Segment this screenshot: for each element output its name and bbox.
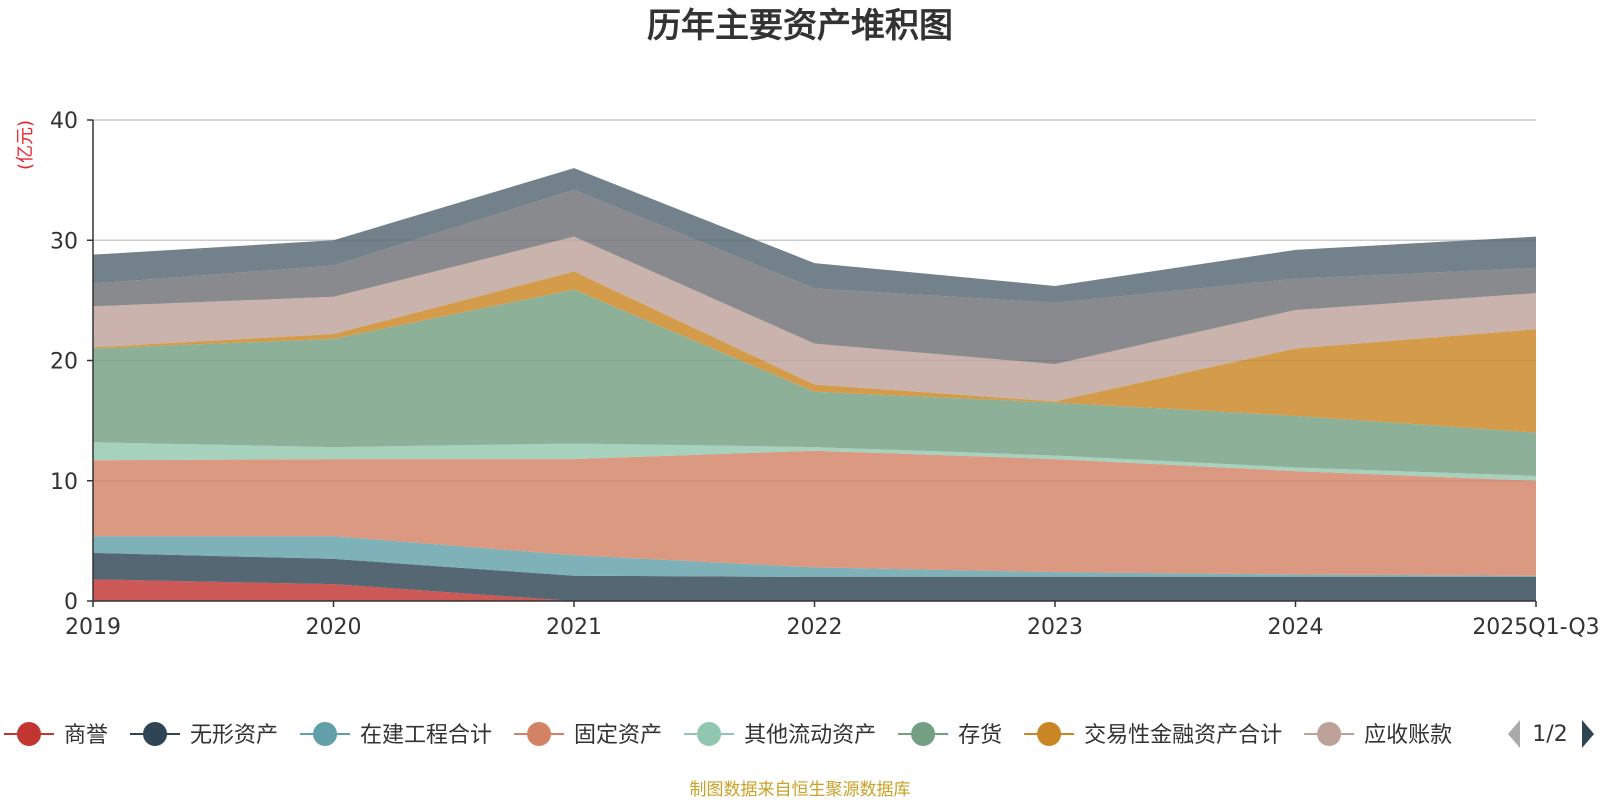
legend-item[interactable]: 无形资产 [130, 722, 278, 748]
legend-label: 应收账款 [1364, 723, 1452, 748]
area-应收账款[interactable] [93, 236, 1536, 402]
x-tick-label: 2020 [306, 615, 362, 640]
legend-circle-icon [1037, 722, 1062, 746]
area-存货[interactable] [93, 289, 1536, 476]
legend-circle-icon [17, 722, 41, 746]
legend-circle-icon [1317, 722, 1342, 746]
legend-prev-page-icon[interactable] [1508, 720, 1520, 748]
legend-circle-icon [143, 722, 168, 746]
legend-label: 在建工程合计 [360, 723, 492, 748]
legend-item[interactable]: 交易性金融资产合计 [1024, 722, 1282, 748]
data-source-note: 制图数据来自恒生聚源数据库 [690, 780, 911, 800]
legend-label: 商誉 [64, 723, 108, 748]
legend-item[interactable]: 商誉 [4, 722, 108, 748]
area-其他流动资产[interactable] [93, 442, 1536, 481]
legend-page-indicator: 1/2 [1532, 722, 1567, 747]
legend-item[interactable]: 固定资产 [514, 722, 662, 748]
y-axis-unit-label: (亿元) [15, 120, 36, 170]
legend-circle-icon [313, 722, 338, 746]
legend-item[interactable]: 其他流动资产 [684, 722, 876, 748]
area-固定资产[interactable] [93, 450, 1536, 576]
y-tick-label: 30 [50, 229, 78, 254]
x-tick-label: 2022 [787, 615, 843, 640]
y-tick-label: 0 [64, 590, 78, 615]
chart-title: 历年主要资产堆积图 [647, 6, 953, 46]
x-tick-label: 2024 [1268, 615, 1324, 640]
y-tick-label: 20 [50, 350, 78, 375]
legend-next-page-icon[interactable] [1582, 720, 1594, 748]
x-tick-label: 2019 [65, 615, 121, 640]
legend-circle-icon [527, 722, 552, 746]
legend-pager: 1/2 [1508, 720, 1594, 748]
legend-label: 固定资产 [574, 723, 662, 748]
area-其他[interactable] [93, 189, 1536, 365]
area-series-group [93, 168, 1536, 601]
legend-label: 其他流动资产 [744, 723, 876, 748]
axes: 0 10 20 30 40 2019 2020 2021 2022 2023 2024 2025Q1-… [50, 109, 1600, 640]
area-交易性金融资产合计[interactable] [93, 271, 1536, 433]
area-其他资产[interactable] [93, 168, 1536, 303]
y-tick-label: 10 [50, 470, 78, 495]
legend-item[interactable]: 在建工程合计 [300, 722, 492, 748]
legend-circle-icon [697, 722, 722, 746]
legend-label: 存货 [958, 723, 1002, 748]
area-商誉[interactable] [93, 579, 1536, 601]
x-tick-label: 2023 [1027, 615, 1083, 640]
legend-circle-icon [911, 722, 936, 746]
legend-item[interactable]: 应收账款 [1304, 722, 1452, 748]
legend-label: 无形资产 [190, 723, 278, 748]
area-在建工程合计[interactable] [93, 536, 1536, 577]
legend-label: 交易性金融资产合计 [1084, 723, 1282, 748]
x-tick-label: 2021 [546, 615, 602, 640]
y-tick-label: 40 [50, 109, 78, 134]
legend-items: 商誉 无形资产 在建工程合计 固定资产 其他流动资产 存货 交易性金融资产合计 应收账款 [4, 722, 1452, 748]
legend: 商誉 无形资产 在建工程合计 固定资产 其他流动资产 存货 交易性金融资产合计 应收账款 [4, 722, 1452, 748]
legend-item[interactable]: 存货 [898, 722, 1002, 748]
x-tick-label: 2025Q1-Q3 [1472, 615, 1599, 640]
